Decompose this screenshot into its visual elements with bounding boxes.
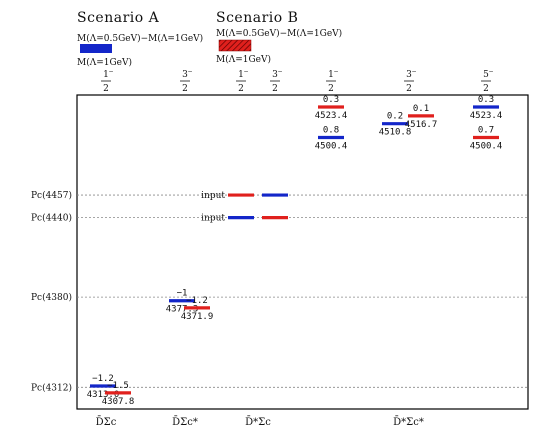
jp-numerator: 3 (272, 70, 278, 80)
reference-label: Pc(4440) (31, 213, 72, 224)
jp-numerator: 3 (182, 70, 188, 80)
level-diff-label-a: −1 (177, 289, 188, 299)
legend-scenario-b-title: Scenario B (216, 10, 298, 26)
jp-sign: − (488, 68, 493, 75)
level-diff-label-b: 0.7 (478, 125, 494, 135)
legend-scenario-b-diff-label: M(Λ=0.5GeV)−M(Λ=1GeV) (216, 28, 342, 39)
jp-numerator: 3 (406, 70, 412, 80)
input-annotation: input (201, 214, 225, 224)
legend-scenario-b-base-label: M(Λ=1GeV) (216, 54, 271, 65)
jp-sign: − (277, 68, 282, 75)
level-diff-label-b: 0.3 (323, 95, 339, 105)
jp-sign: − (187, 68, 192, 75)
legend-scenario-a-base-label: M(Λ=1GeV) (77, 57, 132, 68)
plot-frame (76, 94, 529, 410)
level-mass-label-b: 4523.4 (315, 111, 348, 121)
legend-scenario-a-swatch (80, 44, 112, 53)
jp-numerator: 1 (103, 70, 109, 80)
level-mass-label-a: 4377.3 (166, 305, 199, 315)
jp-sign: − (333, 68, 338, 75)
level-mass-label-b: 4307.8 (102, 397, 135, 407)
level-mass-label-a: 4313.0 (87, 390, 120, 400)
jp-denominator: 2 (483, 84, 489, 94)
level-diff-label-b: −1.2 (186, 296, 208, 306)
legend-scenario-a-title: Scenario A (77, 10, 160, 26)
jp-denominator: 2 (272, 84, 278, 94)
jp-sign: − (108, 68, 113, 75)
level-diff-label-a: 0.2 (387, 112, 403, 122)
jp-denominator: 2 (103, 84, 109, 94)
channel-label: D̄*Σc (245, 416, 271, 428)
reference-guides: Pc(4457) Pc(4440) Pc(4380) Pc(4312) input inp… (31, 190, 528, 393)
jp-numerator: 1 (238, 70, 244, 80)
level-mass-label-a: 4500.4 (315, 141, 348, 151)
level-diff-label-b: 0.1 (413, 104, 429, 114)
channel-label: D̄Σc (96, 416, 117, 428)
input-annotation: input (201, 191, 225, 201)
level-diff-label-a: 0.8 (323, 125, 339, 135)
level-diff-label-b: −1.5 (107, 381, 129, 391)
jp-labels: 1 −23 −21 −23 −21 −23 −25 −2 (101, 68, 494, 94)
level-mass-label-a: 4510.8 (379, 128, 412, 138)
jp-denominator: 2 (182, 84, 188, 94)
level-mass-label-b: 4371.9 (181, 312, 214, 322)
channel-label: D̄*Σc* (393, 416, 424, 428)
level-diff-label-a: 0.3 (478, 95, 494, 105)
channel-labels: D̄Σc D̄Σc* D̄*Σc D̄*Σc* (96, 416, 424, 428)
jp-numerator: 5 (483, 70, 489, 80)
reference-label: Pc(4457) (31, 190, 72, 201)
legend-scenario-b-swatch (218, 39, 252, 52)
legend: Scenario A M(Λ=0.5GeV)−M(Λ=1GeV) M(Λ=1Ge… (77, 10, 342, 68)
level-mass-label-b: 4500.4 (470, 141, 503, 151)
jp-denominator: 2 (406, 84, 412, 94)
jp-denominator: 2 (238, 84, 244, 94)
jp-denominator: 2 (328, 84, 334, 94)
reference-label: Pc(4312) (31, 382, 72, 393)
channel-label: D̄Σc* (172, 416, 198, 428)
energy-levels: −1.2 4313.0 −1 4377.3 0.8 4500.4 0.2 4510.8 0.3 4… (87, 95, 503, 407)
jp-sign: − (411, 68, 416, 75)
level-diff-label-a: −1.2 (92, 374, 114, 384)
jp-numerator: 1 (328, 70, 334, 80)
legend-scenario-a-diff-label: M(Λ=0.5GeV)−M(Λ=1GeV) (77, 33, 203, 44)
reference-label: Pc(4380) (31, 292, 72, 303)
level-mass-label-a: 4523.4 (470, 111, 503, 121)
jp-sign: − (243, 68, 248, 75)
level-mass-label-b: 4516.7 (405, 120, 438, 130)
